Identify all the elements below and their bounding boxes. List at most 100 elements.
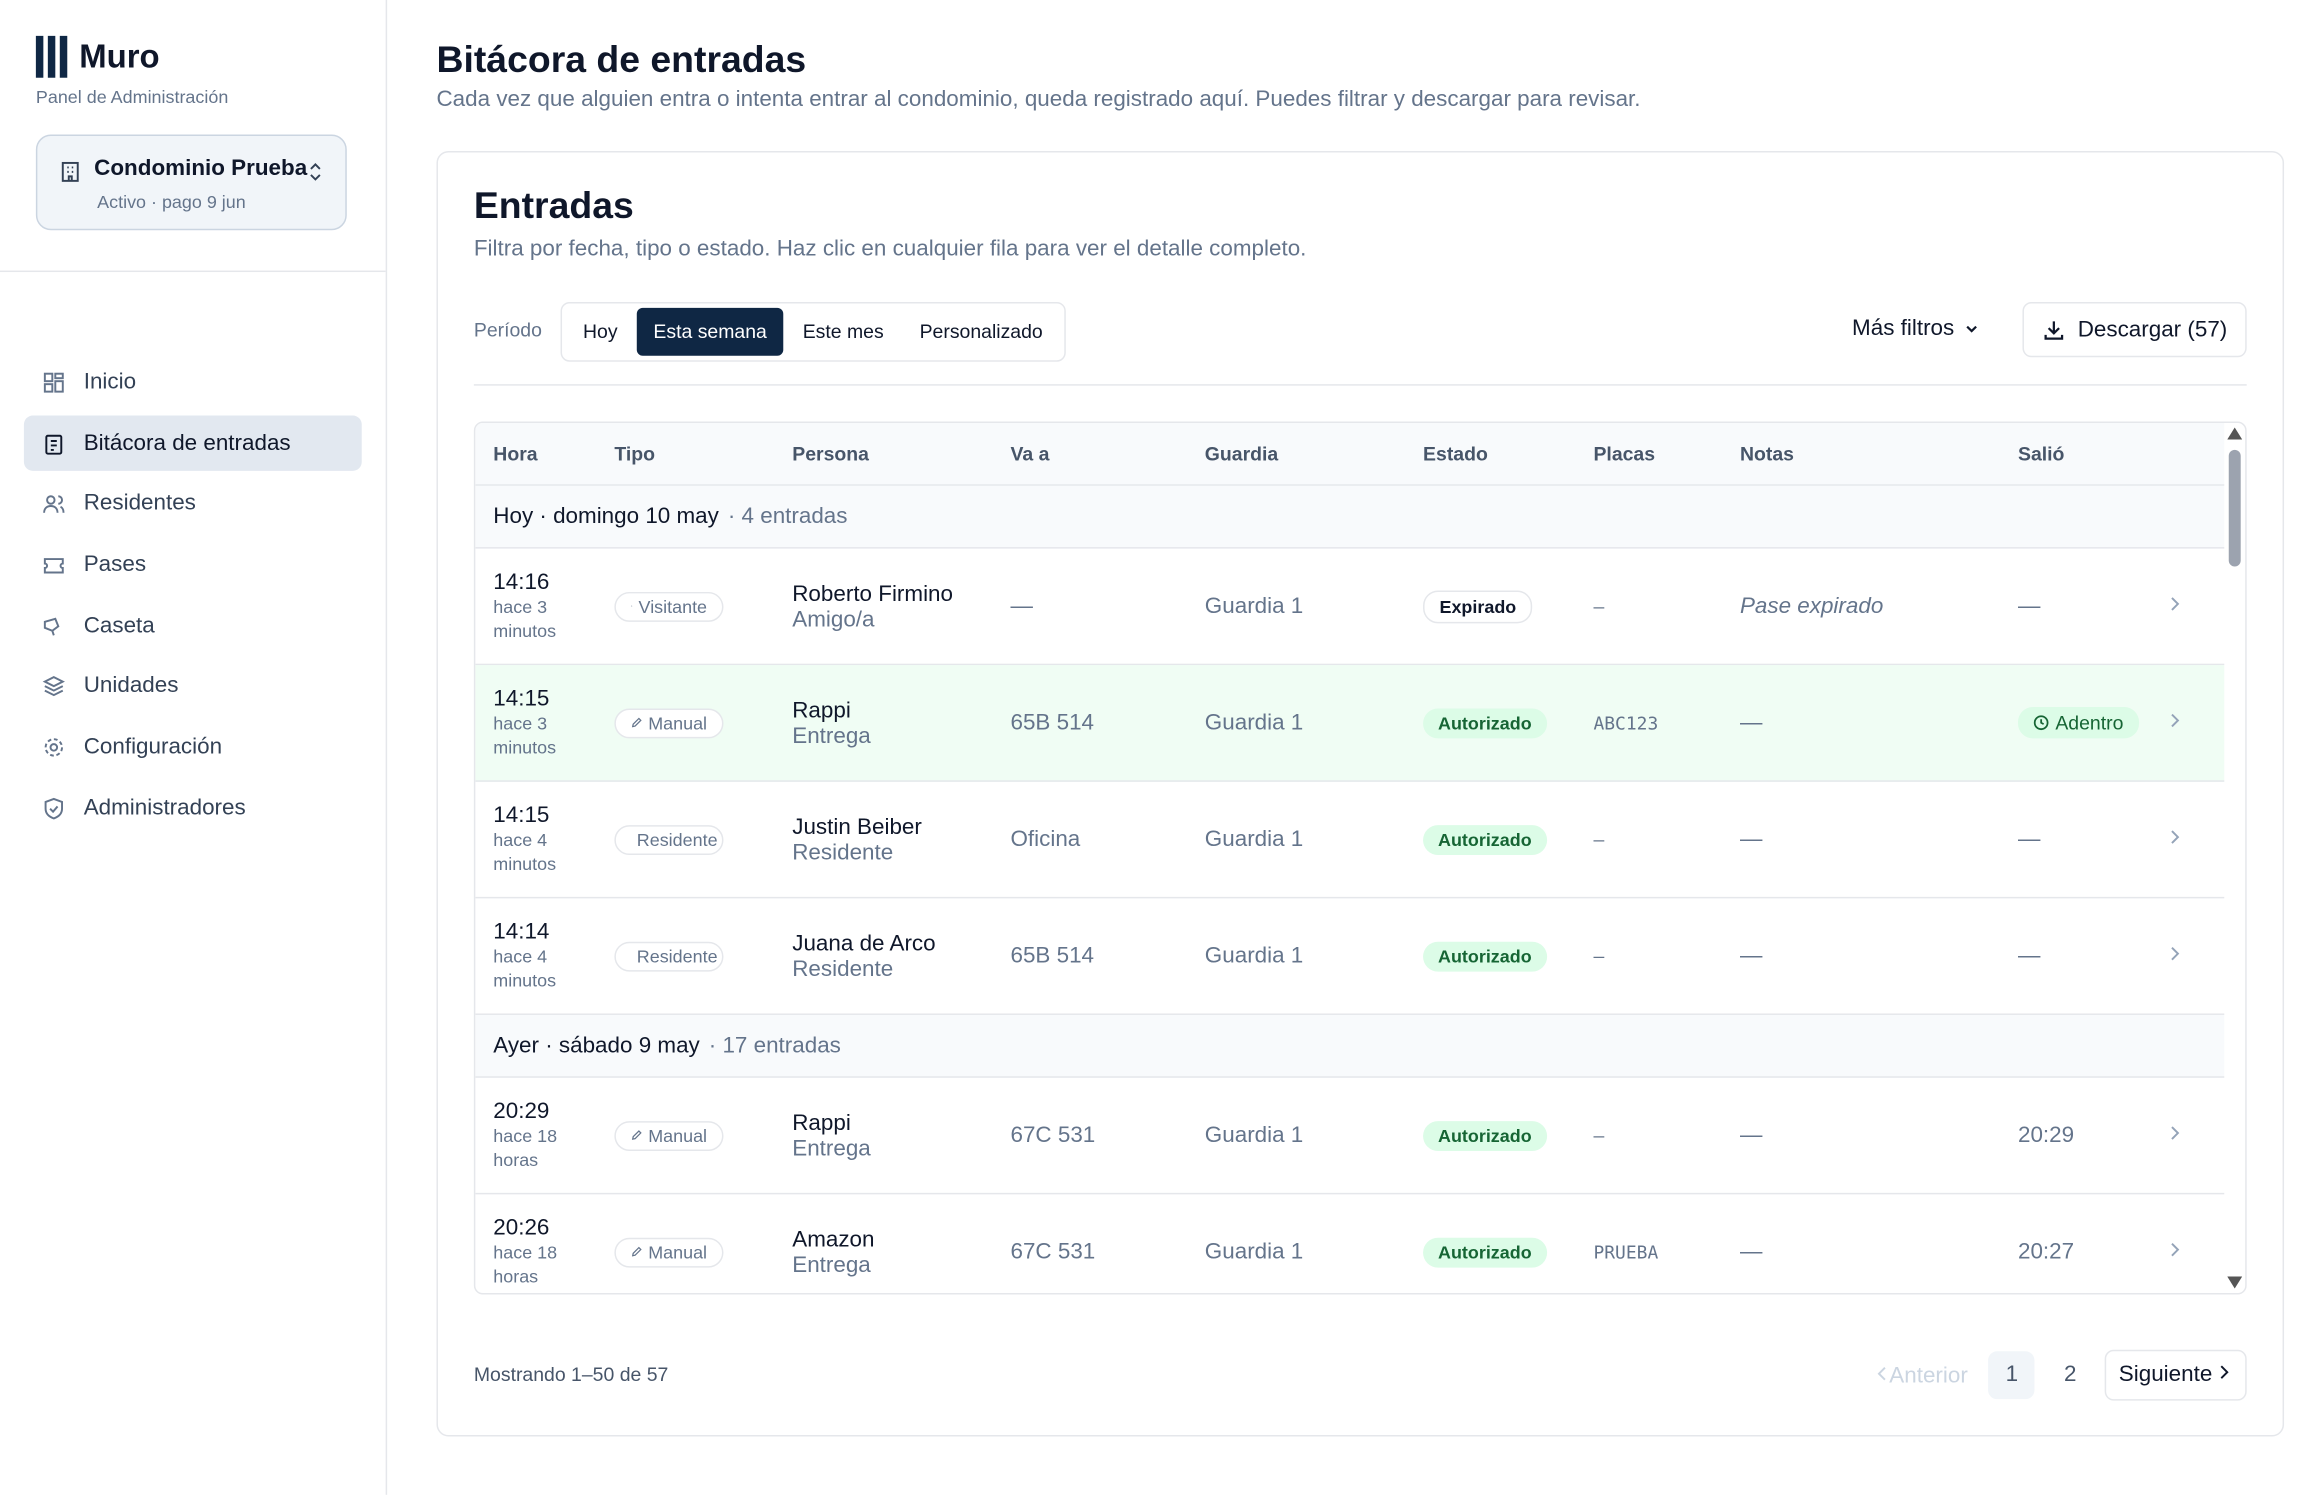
goes-to: 67C 531 <box>1010 1122 1096 1149</box>
entry-row[interactable]: 14:15 hace 3 minutos Manual Rappi Entrega 65B… <box>475 665 2225 782</box>
group-count: · 17 entradas <box>708 1032 841 1059</box>
period-selector: Hoy Esta semana Este mes Personalizado <box>560 301 1066 362</box>
entry-time: 14:16 <box>493 569 550 595</box>
left-cell: — <box>2018 943 2167 968</box>
goes-to: — <box>1010 593 1033 619</box>
status-badge: Autorizado <box>1423 824 1547 855</box>
column-header: Salió <box>2017 442 2065 465</box>
period-option[interactable]: Hoy <box>582 319 618 343</box>
column-header: Placas <box>1593 442 1656 465</box>
download-button[interactable]: Descargar (57) <box>2022 301 2247 358</box>
plates: – <box>1593 828 1605 850</box>
entry-row[interactable]: 14:16 hace 3 minutos Visitante Roberto Firm… <box>475 549 2225 666</box>
time-cell: 14:14 hace 4 minutos <box>493 919 614 992</box>
type-label: Residente <box>636 828 718 850</box>
notes: — <box>1739 710 1763 736</box>
period-option[interactable]: Esta semana <box>636 307 784 356</box>
entry-time: 14:15 <box>493 802 550 829</box>
goes-to: 65B 514 <box>1010 710 1095 736</box>
nav-item[interactable]: Inicio <box>24 354 362 409</box>
nav-item[interactable]: Bitácora de entradas <box>23 415 362 471</box>
left-time: — <box>2017 593 2041 619</box>
page-title: Bitácora de entradas <box>436 38 807 81</box>
person-role: Entrega <box>792 1251 871 1278</box>
column-header: Notas <box>1739 442 1794 465</box>
group-label: Hoy · domingo 10 may <box>493 503 719 530</box>
type-cell: Visitante <box>614 591 792 622</box>
page-number[interactable]: 1 <box>1988 1351 2036 1400</box>
status-cell: Autorizado <box>1423 1120 1593 1151</box>
group-header: Hoy · domingo 10 may · 4 entradas <box>475 485 2225 549</box>
type-chip: Residente <box>614 824 724 855</box>
row-chevron[interactable] <box>2167 1123 2224 1148</box>
type-chip: Manual <box>614 1236 724 1267</box>
more-filters-label: Más filtros <box>1852 315 1955 341</box>
person-name: Roberto Firmino <box>792 580 954 607</box>
period-option[interactable]: Este mes <box>802 319 884 343</box>
entry-row[interactable]: 14:15 hace 4 minutos Residente Justin Beibe… <box>475 782 2225 899</box>
person-cell: Rappi Entrega <box>792 1110 1010 1161</box>
person-role: Amigo/a <box>792 606 875 632</box>
left-cell: 20:29 <box>2018 1123 2167 1148</box>
time-cell: 20:29 hace 18 horas <box>493 1099 614 1172</box>
entry-row[interactable]: 14:14 hace 4 minutos Residente Juana de Arc… <box>475 898 2225 1015</box>
person-role: Entrega <box>792 722 871 749</box>
person-cell: Amazon Entrega <box>792 1226 1010 1277</box>
row-chevron[interactable] <box>2167 710 2224 735</box>
person-cell: Juana de Arco Residente <box>792 931 1010 982</box>
page-number[interactable]: 2 <box>2063 1361 2077 1388</box>
period-option[interactable]: Personalizado <box>919 319 1043 343</box>
prev-page[interactable]: Anterior <box>1874 1363 1968 1388</box>
person-role: Entrega <box>792 1135 871 1161</box>
scrollbar[interactable] <box>2224 423 2245 1293</box>
nav-item[interactable]: Unidades <box>24 658 362 713</box>
left-cell: — <box>2018 593 2167 618</box>
nav-item[interactable]: Residentes <box>24 476 362 531</box>
person-name: Juana de Arco <box>792 930 936 956</box>
next-label: Siguiente <box>2118 1361 2213 1388</box>
brand-name: Muro <box>79 37 160 75</box>
left-time: 20:27 <box>2017 1239 2075 1265</box>
pagination: Anterior 1 2 Siguiente <box>1874 1349 2247 1401</box>
type-chip: Visitante <box>614 591 724 622</box>
goes-to: 67C 531 <box>1010 1239 1096 1265</box>
notes: — <box>1739 826 1763 853</box>
type-label: Manual <box>648 1124 708 1146</box>
next-page[interactable]: Siguiente <box>2105 1349 2247 1401</box>
column-header: Persona <box>792 442 869 465</box>
type-chip: Residente <box>614 940 724 971</box>
entry-ago: hace 4 minutos <box>493 829 557 875</box>
plates: – <box>1593 595 1605 617</box>
row-chevron[interactable] <box>2167 1239 2224 1264</box>
row-chevron[interactable] <box>2167 593 2224 618</box>
more-filters[interactable]: Más filtros <box>1852 315 1981 341</box>
plates: – <box>1593 1124 1605 1146</box>
entries-table: Hora Tipo Persona Va a Guardia Estado Placas No… <box>473 421 2247 1295</box>
group-count: · 4 entradas <box>727 503 848 530</box>
person-cell: Justin Beiber Residente <box>792 814 1010 865</box>
condo-switcher[interactable]: Condominio Prueba Activo · pago 9 jun <box>35 134 347 231</box>
type-label: Manual <box>648 1241 708 1263</box>
nav-item[interactable]: Pases <box>24 537 362 592</box>
entry-row[interactable]: 20:26 hace 18 horas Manual Amazon Entrega 67C… <box>475 1194 2224 1293</box>
person-role: Residente <box>792 955 894 982</box>
status-cell: Autorizado <box>1423 1236 1593 1267</box>
card-subtitle: Filtra por fecha, tipo o estado. Haz cli… <box>473 236 1307 262</box>
download-label: Descargar (57) <box>2077 316 2228 343</box>
notes: — <box>1739 1122 1763 1149</box>
guard: Guardia 1 <box>1204 710 1304 736</box>
row-chevron[interactable] <box>2167 943 2224 968</box>
nav-item[interactable]: Administradores <box>24 780 362 835</box>
status-badge: Autorizado <box>1423 707 1547 738</box>
entry-row[interactable]: 20:29 hace 18 horas Manual Rappi Entrega 67C … <box>475 1078 2225 1195</box>
column-header: Va a <box>1010 442 1050 465</box>
nav-item[interactable]: Caseta <box>24 598 362 653</box>
status-cell: Autorizado <box>1423 824 1593 855</box>
goes-to: 65B 514 <box>1010 943 1095 969</box>
column-header: Tipo <box>614 442 656 465</box>
type-label: Manual <box>648 712 708 734</box>
nav-item[interactable]: Configuración <box>24 719 362 774</box>
guard: Guardia 1 <box>1204 1239 1304 1265</box>
row-chevron[interactable] <box>2167 827 2224 852</box>
